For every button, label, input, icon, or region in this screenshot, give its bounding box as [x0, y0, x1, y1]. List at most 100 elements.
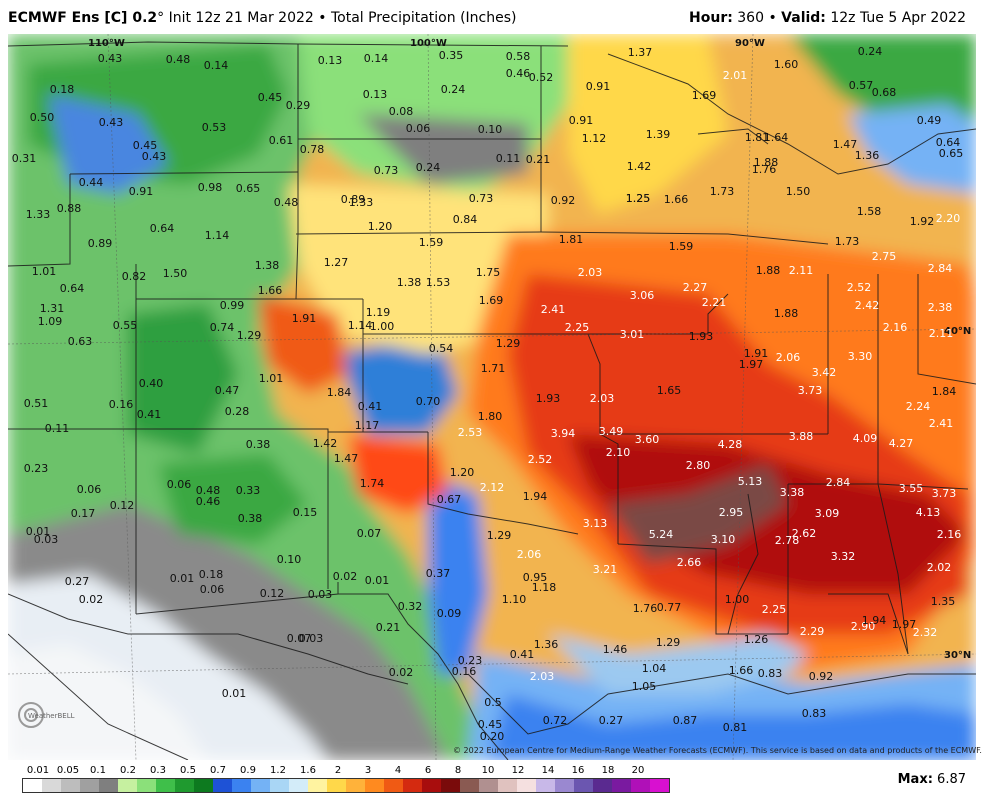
- precip-value-156: 1.47: [334, 452, 359, 465]
- bullet-separator: •: [313, 10, 331, 26]
- precip-value-38: 1.81: [745, 131, 770, 144]
- precip-value-135: 0.51: [24, 397, 49, 410]
- legend-label-6: 0.7: [210, 765, 226, 776]
- precip-value-184: 0.03: [34, 533, 59, 546]
- precip-value-49: 0.48: [274, 196, 299, 209]
- precip-value-103: 2.21: [702, 296, 727, 309]
- precip-value-60: 1.14: [205, 229, 230, 242]
- precip-value-12: 0.24: [858, 45, 883, 58]
- legend-label-17: 14: [541, 765, 555, 776]
- legend-swatch-11: [232, 779, 251, 792]
- precip-value-95: 2.27: [683, 281, 708, 294]
- precip-value-188: 5.24: [649, 528, 674, 541]
- precip-value-29: 0.61: [269, 134, 294, 147]
- precip-value-196: 3.32: [831, 550, 856, 563]
- precip-value-91: 0.64: [60, 282, 85, 295]
- legend-swatch-19: [384, 779, 403, 792]
- precip-value-137: 0.41: [137, 408, 162, 421]
- precip-value-2: 0.14: [204, 59, 229, 72]
- precip-value-232: 0.23: [458, 654, 483, 667]
- precip-value-159: 2.80: [686, 459, 711, 472]
- valid-value: 12z Tue 5 Apr 2022: [825, 10, 966, 26]
- precip-value-207: 0.06: [200, 583, 225, 596]
- precip-value-197: 0.27: [65, 575, 90, 588]
- precip-value-10: 2.01: [723, 69, 748, 82]
- precip-value-58: 0.88: [57, 202, 82, 215]
- precip-value-237: 1.66: [729, 664, 754, 677]
- precip-value-98: 1.09: [38, 315, 63, 328]
- legend-label-19: 18: [601, 765, 615, 776]
- precip-value-226: 2.90: [851, 620, 876, 633]
- precip-value-104: 1.88: [774, 307, 799, 320]
- logo-swirl-icon: WeatherBELL: [18, 702, 75, 728]
- precip-value-48: 0.65: [236, 182, 261, 195]
- legend-label-5: 0.5: [180, 765, 196, 776]
- logo-text: WeatherBELL: [28, 712, 75, 720]
- precip-value-5: 0.35: [439, 49, 464, 62]
- precip-value-138: 0.28: [225, 405, 250, 418]
- precip-value-119: 1.29: [496, 337, 521, 350]
- precip-value-182: 3.09: [815, 507, 840, 520]
- max-label-text: Max:: [897, 772, 933, 787]
- precip-value-23: 0.91: [586, 80, 611, 93]
- precip-value-215: 2.25: [762, 603, 787, 616]
- precip-value-150: 3.88: [789, 430, 814, 443]
- precip-value-180: 0.67: [437, 493, 462, 506]
- precip-value-171: 1.74: [360, 477, 385, 490]
- precip-value-212: 1.76: [633, 602, 658, 615]
- precip-value-166: 3.73: [932, 487, 957, 500]
- model-name: ECMWF Ens [C] 0.2: [8, 10, 158, 26]
- init-time: Init 12z 21 Mar 2022: [164, 10, 314, 26]
- precip-value-102: 2.41: [541, 303, 566, 316]
- legend-label-3: 0.2: [120, 765, 136, 776]
- precip-value-165: 3.55: [899, 482, 924, 495]
- legend-label-0: 0.01: [26, 765, 50, 776]
- precip-value-225: 2.29: [800, 625, 825, 638]
- precip-value-216: 1.35: [931, 595, 956, 608]
- precip-value-145: 2.53: [458, 426, 483, 439]
- precip-value-148: 3.60: [635, 433, 660, 446]
- precip-value-100: 1.91: [292, 312, 317, 325]
- legend-swatch-28: [555, 779, 574, 792]
- precip-value-53: 1.42: [627, 160, 652, 173]
- precip-value-32: 0.10: [478, 123, 503, 136]
- legend-swatch-26: [517, 779, 536, 792]
- precip-value-170: 0.33: [236, 484, 261, 497]
- precip-value-194: 0.10: [277, 553, 302, 566]
- precip-value-50: 0.73: [374, 164, 399, 177]
- precip-value-235: 2.03: [530, 670, 555, 683]
- precip-value-202: 0.37: [426, 567, 451, 580]
- precip-value-160: 0.23: [24, 462, 49, 475]
- precip-value-63: 0.92: [551, 194, 576, 207]
- legend-swatch-31: [612, 779, 631, 792]
- legend-swatch-22: [441, 779, 460, 792]
- precip-value-126: 3.42: [812, 366, 837, 379]
- legend-swatch-10: [213, 779, 232, 792]
- precip-value-24: 1.69: [692, 89, 717, 102]
- precip-value-217: 0.32: [398, 600, 423, 613]
- precip-value-33: 0.11: [496, 152, 521, 165]
- hour-value: 360: [732, 10, 764, 26]
- legend-swatch-5: [118, 779, 137, 792]
- legend-color-bar: [22, 778, 670, 793]
- precip-value-186: 1.29: [487, 529, 512, 542]
- precip-value-6: 0.58: [506, 50, 531, 63]
- precip-value-62: 0.73: [469, 192, 494, 205]
- precip-value-230: 0.41: [510, 648, 535, 661]
- precip-value-221: 0.03: [299, 632, 324, 645]
- precip-value-178: 0.38: [238, 512, 263, 525]
- legend-label-20: 20: [631, 765, 645, 776]
- precip-value-241: 1.05: [632, 680, 657, 693]
- precip-value-61: 0.89: [341, 193, 366, 206]
- precip-value-183: 0.01: [26, 525, 51, 538]
- precip-value-195: 2.66: [677, 556, 702, 569]
- precip-value-52: 1.33: [349, 196, 374, 209]
- precip-value-36: 1.12: [582, 132, 607, 145]
- legend-swatch-21: [422, 779, 441, 792]
- precip-value-141: 1.80: [478, 410, 503, 423]
- precip-value-89: 2.75: [872, 250, 897, 263]
- precip-value-68: 1.58: [857, 205, 882, 218]
- precip-value-59: 0.64: [150, 222, 175, 235]
- precip-value-210: 1.18: [532, 581, 557, 594]
- precip-value-96: 2.52: [847, 281, 872, 294]
